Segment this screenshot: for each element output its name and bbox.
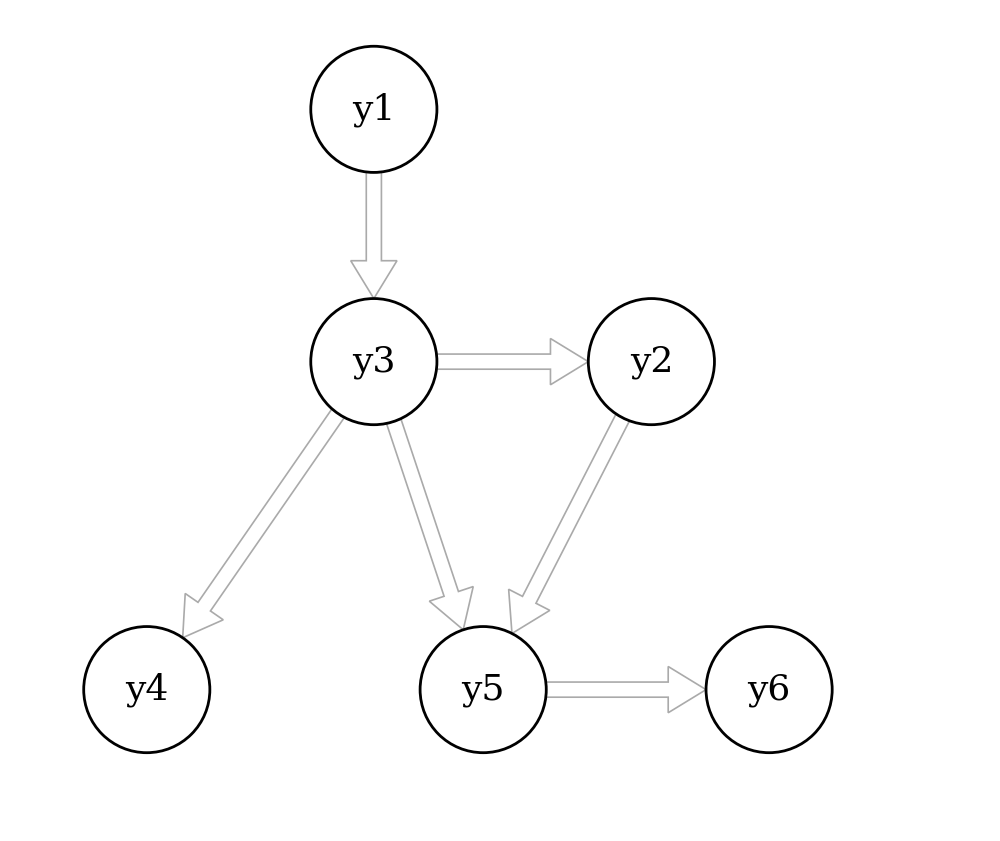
Text: y6: y6 <box>747 673 791 706</box>
Text: y5: y5 <box>461 673 505 706</box>
Circle shape <box>706 627 832 753</box>
Text: y3: y3 <box>352 345 396 378</box>
Circle shape <box>84 627 210 753</box>
Circle shape <box>311 299 437 425</box>
Circle shape <box>420 627 546 753</box>
Circle shape <box>588 299 714 425</box>
Circle shape <box>311 46 437 172</box>
Text: y1: y1 <box>352 92 396 127</box>
Text: y2: y2 <box>630 345 673 378</box>
Text: y4: y4 <box>125 672 168 707</box>
